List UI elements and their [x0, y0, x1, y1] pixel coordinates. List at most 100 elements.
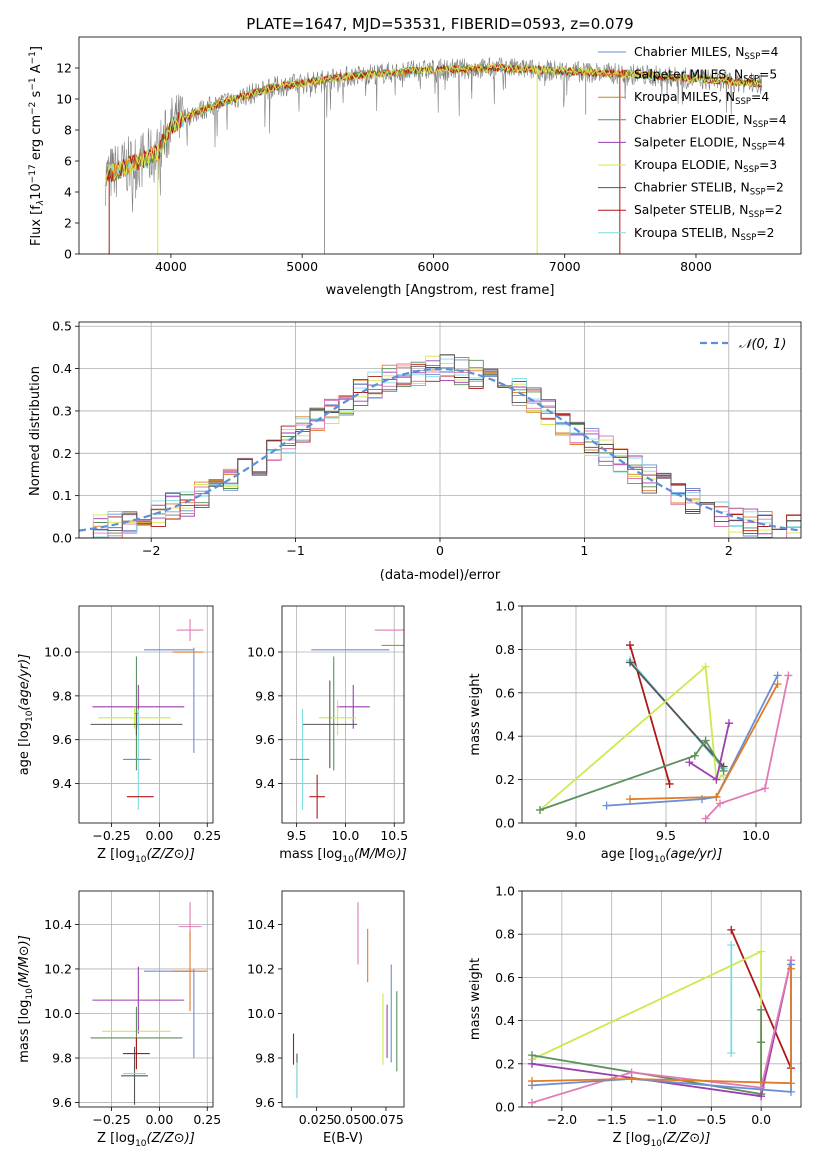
- weight-marker: [761, 784, 769, 793]
- y-ticks: 0.0 0.1 0.2 0.3 0.4 0.5: [52, 319, 79, 546]
- x-tick-label: 0.25: [193, 1112, 221, 1127]
- x-tick-label: 0.075: [368, 1112, 404, 1127]
- x-tick-label: −0.5: [696, 1112, 726, 1127]
- legend-label: Chabrier MILES, NSSP=4: [634, 45, 779, 62]
- y-tick-label: 12: [56, 61, 72, 76]
- x-tick-label: −1.5: [596, 1112, 626, 1127]
- y-tick-label: 10.4: [44, 917, 72, 932]
- weight-marker: [784, 671, 793, 680]
- y-tick-label: 4: [64, 185, 72, 200]
- weight-marker: [665, 779, 674, 788]
- axes-frame: [521, 890, 802, 1108]
- x-tick-label: 0.025: [299, 1112, 335, 1127]
- y-axis-label: age [log10(age/yr)]: [17, 654, 35, 776]
- weight-marker: [787, 1079, 796, 1088]
- x-axis-label: mass [log10(M/M⊙)]: [279, 847, 407, 865]
- x-tick-label: 9.5: [656, 828, 676, 843]
- y-tick-label: 0.6: [495, 970, 515, 985]
- x-tick-label: −0.25: [92, 828, 130, 843]
- y-tick-label: 10.0: [247, 1006, 275, 1021]
- x-axis-label: Z [log10(Z/Z⊙)]: [97, 847, 195, 865]
- residual-histogram-plot: −2 −1 0 1 2 0.0 0.1 0.2 0.3 0.4 0.5 𝒩(0, 1) (data-mo…: [28, 319, 802, 583]
- y-axis-label: mass weight: [468, 958, 483, 1040]
- legend-label: Kroupa STELIB, NSSP=2: [634, 226, 775, 243]
- x-tick-label: 0.00: [145, 828, 173, 843]
- weight-marker: [727, 941, 736, 949]
- weight-marker: [690, 751, 699, 760]
- spectrum-plot: 4000 5000 6000 7000 8000 0 2 4 6 8 10 12 Chabrier MI…: [28, 36, 802, 298]
- weight-line: [704, 675, 790, 820]
- x-tick-label: 9.0: [566, 828, 586, 843]
- weight-marker: [626, 795, 634, 804]
- y-tick-label: 0.4: [495, 729, 515, 744]
- y-ticks: 9.6 9.8 10.0 10.2 10.4: [44, 917, 79, 1110]
- y-tick-label: 0.0: [495, 816, 515, 831]
- weight-marker: [757, 1005, 766, 1014]
- weight-marker: [787, 964, 796, 973]
- y-tick-label: 9.6: [255, 732, 275, 747]
- y-tick-label: 0.0: [495, 1100, 515, 1115]
- x-tick-label: 10.5: [380, 828, 408, 843]
- x-tick-label: 2: [725, 543, 733, 558]
- x-tick-label: −2.0: [547, 1112, 577, 1127]
- weight-marker: [685, 758, 694, 767]
- weight-marker: [527, 1098, 536, 1107]
- axes-frame: [521, 605, 802, 824]
- weight-line: [606, 674, 779, 807]
- x-ticks: −0.25 0.00 0.25: [92, 1107, 221, 1127]
- y-tick-label: 9.4: [52, 776, 72, 791]
- x-tick-label: 8000: [680, 259, 712, 274]
- y-tick-label: 9.4: [255, 776, 275, 791]
- weight-marker: [701, 814, 710, 823]
- y-tick-label: 0.5: [52, 319, 72, 334]
- x-ticks: −0.25 0.00 0.25: [92, 823, 221, 843]
- weight-marker: [712, 775, 721, 784]
- x-tick-label: −1.0: [646, 1112, 676, 1127]
- weight-line: [531, 968, 792, 1085]
- y-tick-label: 10.4: [247, 917, 275, 932]
- axes-frame: [78, 890, 214, 1108]
- legend: Chabrier MILES, NSSP=4 Salpeter MILES, NS…: [598, 45, 787, 243]
- histogram-step-line: [79, 363, 801, 538]
- y-ticks: 0 2 4 6 8 10 12: [56, 61, 79, 262]
- y-axis-label: mass weight: [468, 673, 483, 755]
- y-tick-label: 0.4: [495, 1013, 515, 1028]
- y-tick-label: 0: [64, 247, 72, 262]
- y-tick-label: 10.0: [44, 645, 72, 660]
- histogram-step-line: [79, 360, 801, 538]
- y-axis-label: mass [log10(M/M⊙)]: [17, 935, 35, 1063]
- x-tick-label: −2: [142, 543, 160, 558]
- y-tick-label: 9.6: [255, 1095, 275, 1110]
- x-ticks: 9.5 10.0 10.5: [287, 823, 408, 843]
- y-tick-label: 10.2: [247, 961, 275, 976]
- x-tick-label: 0: [436, 543, 444, 558]
- weight-marker: [787, 1087, 796, 1096]
- plot-area: [90, 619, 204, 810]
- y-ticks: 0.0 0.2 0.4 0.6 0.8 1.0: [495, 599, 522, 831]
- spectrum-data-line: [105, 56, 762, 213]
- x-tick-label: 9.5: [287, 828, 307, 843]
- legend-label: Kroupa MILES, NSSP=4: [634, 90, 769, 107]
- weight-marker: [727, 925, 736, 934]
- weight-marker: [698, 795, 706, 804]
- x-ticks: −2.0 −1.5 −1.0 −0.5 0.0: [547, 1107, 771, 1127]
- grid: [79, 606, 213, 823]
- y-ticks: 0.0 0.2 0.4 0.6 0.8 1.0: [495, 884, 522, 1115]
- weight-marker: [626, 658, 634, 667]
- y-tick-label: 0.2: [495, 1056, 515, 1071]
- axes-frame: [281, 605, 405, 824]
- legend-label: Chabrier STELIB, NSSP=2: [634, 181, 784, 198]
- mass-age-plot: 9.5 10.0 10.5 9.4 9.6 9.8 10.0 mass [log10(M/M⊙…: [247, 605, 408, 865]
- z-age-plot: −0.25 0.00 0.25 9.4 9.6 9.8 10.0 Z [log10(Z/Z⊙)…: [17, 605, 221, 865]
- x-tick-label: 0.0: [751, 1112, 771, 1127]
- y-tick-label: 1.0: [495, 884, 515, 899]
- y-tick-label: 0.4: [52, 361, 72, 376]
- weight-marker: [712, 792, 721, 801]
- y-tick-label: 0.8: [495, 927, 515, 942]
- axes-frame: [78, 605, 214, 824]
- weight-marker: [719, 766, 728, 775]
- y-ticks: 9.4 9.6 9.8 10.0: [247, 645, 282, 791]
- legend-label: Salpeter ELODIE, NSSP=4: [634, 135, 785, 152]
